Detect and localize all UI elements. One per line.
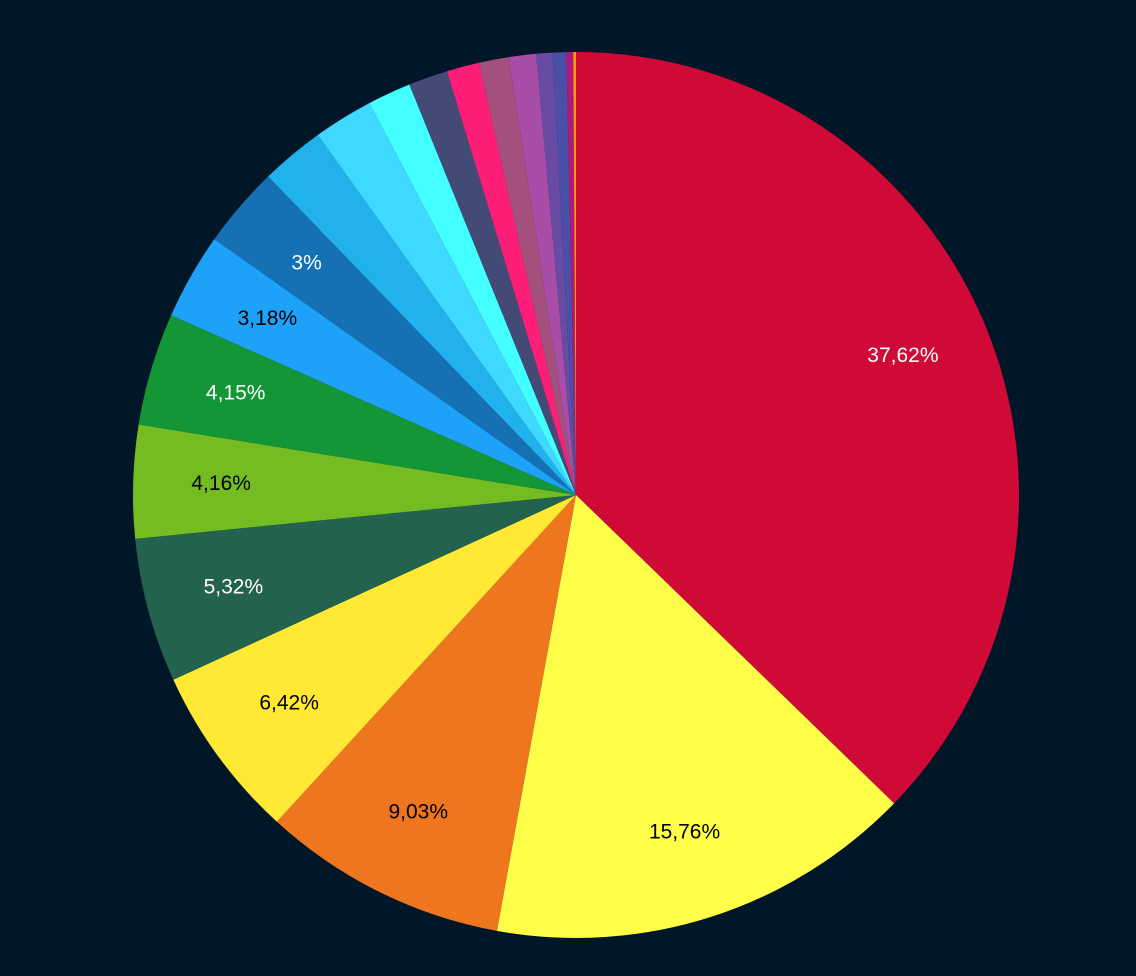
- pie-slice-label-2: 15,76%: [649, 821, 720, 844]
- pie-slice-19: [566, 52, 576, 495]
- pie-labels: 37,62% 15,76% 9,03% 6,42% 5,32% 4,16% 4,15% 3,1…: [191, 251, 938, 843]
- pie-slice-20: [573, 52, 576, 495]
- pie-slice-13: [409, 71, 576, 495]
- pie-slice-5: [135, 495, 576, 680]
- pie-slice-label-3: 9,03%: [388, 801, 448, 824]
- pie-slice-label-6: 4,16%: [191, 472, 251, 495]
- pie-slice-6: [133, 424, 576, 539]
- pie-slice-label-9: 3%: [291, 251, 321, 274]
- pie-slice-12: [369, 84, 576, 495]
- pie-slice-15: [478, 57, 576, 495]
- pie-slice-1: [576, 52, 1020, 804]
- pie-slice-8: [171, 239, 576, 495]
- pie-slice-11: [317, 103, 576, 495]
- pie-slice-10: [268, 135, 576, 495]
- pie-slice-label-5: 5,32%: [204, 575, 264, 598]
- pie-slice-18: [552, 52, 576, 495]
- pie-slice-9: [214, 176, 576, 495]
- pie-slice-17: [536, 52, 576, 495]
- pie-slice-2: [496, 495, 895, 938]
- pie-slice-label-1: 37,62%: [867, 344, 938, 367]
- pie-slice-4: [173, 495, 576, 822]
- pie-slices: [133, 52, 1020, 938]
- pie-slice-16: [508, 53, 576, 496]
- pie-slice-3: [276, 495, 576, 931]
- pie-slice-label-7: 4,15%: [206, 381, 266, 404]
- pie-slice-label-4: 6,42%: [259, 692, 319, 715]
- pie-slice-label-8: 3,18%: [238, 307, 298, 330]
- pie-slice-7: [138, 315, 576, 495]
- pie-slice-14: [446, 62, 576, 496]
